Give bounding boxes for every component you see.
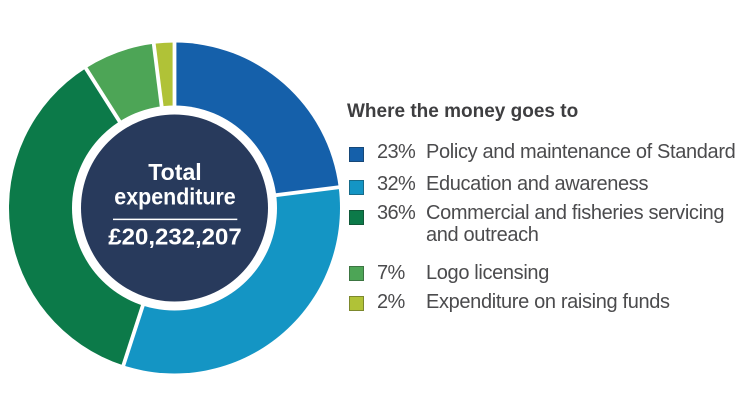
svg-text:£20,232,207: £20,232,207	[108, 223, 241, 249]
svg-text:Total: Total	[148, 159, 201, 185]
svg-text:expenditure: expenditure	[114, 183, 235, 209]
